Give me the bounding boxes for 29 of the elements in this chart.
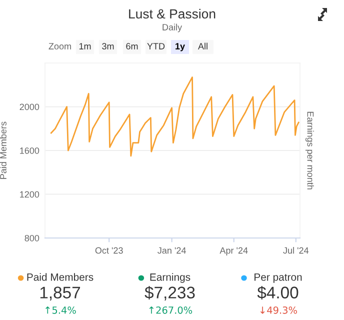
line-series	[50, 76, 300, 157]
text: ↓49.3%	[260, 306, 297, 314]
y-tick-label: 2000	[20, 104, 40, 110]
x-tick-label: Jul '24	[283, 247, 309, 254]
y2-axis-title: Earnings per month	[305, 112, 314, 190]
x-tick-label: Jan '24	[158, 247, 186, 254]
text: Per patron	[254, 274, 302, 283]
text: All	[198, 42, 208, 50]
x-tick-label: Oct '23	[95, 247, 123, 254]
text: Zoom	[48, 43, 71, 50]
text: 1y	[176, 43, 185, 52]
text: Paid Members	[27, 273, 94, 281]
text: 1,857	[40, 286, 80, 300]
text: YTD	[147, 43, 165, 50]
text: $4.00	[257, 286, 298, 300]
chart-subtitle: Daily	[162, 24, 182, 32]
chart-title: Lust & Passion	[129, 8, 216, 19]
y-axis-title: Paid Members	[0, 122, 6, 179]
text: 3m	[102, 43, 114, 50]
text: Earnings	[150, 273, 190, 283]
y-tick-label: 800	[24, 234, 40, 242]
y-tick-label: 1600	[20, 147, 40, 154]
y-tick-label: 1200	[20, 191, 40, 198]
text: 6m	[126, 43, 138, 50]
text: ↑5.4%	[46, 306, 76, 314]
text: $7,233	[144, 286, 195, 300]
text: ↑267.0%	[149, 306, 192, 314]
x-tick-label: Apr '24	[220, 247, 248, 256]
text: 1m	[79, 43, 91, 50]
